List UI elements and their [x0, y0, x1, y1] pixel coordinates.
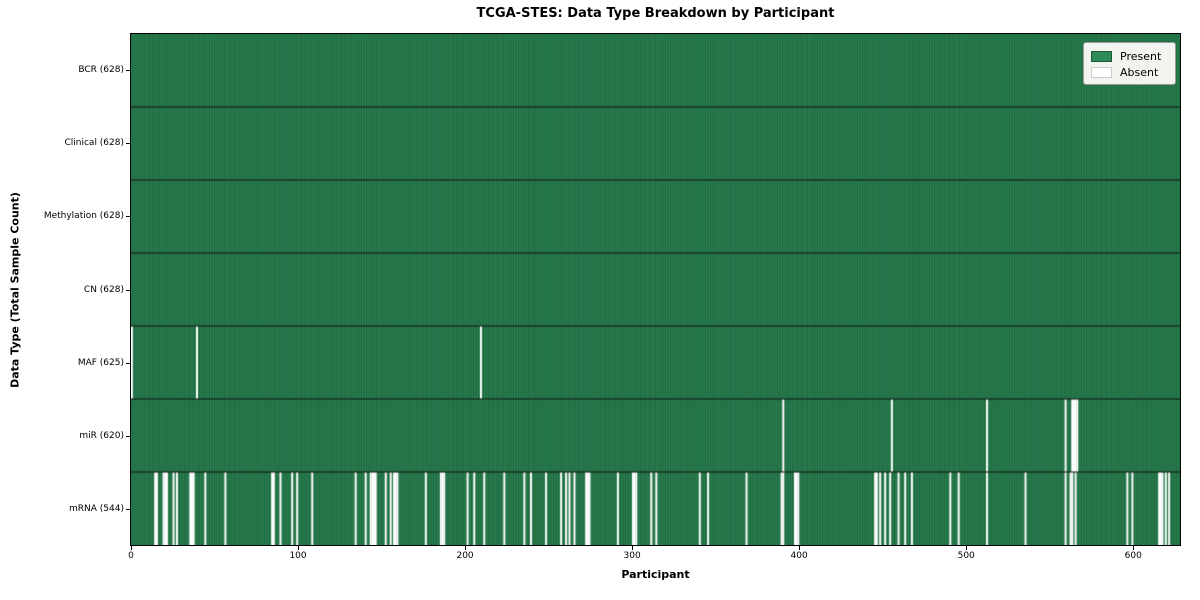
y-tick-label-Methylation: Methylation (628) — [43, 211, 124, 222]
x-tick-label-600: 600 — [1124, 551, 1142, 561]
x-tick-mark — [1133, 546, 1134, 550]
y-tick-label-CN: CN (628) — [83, 284, 124, 295]
plot-area — [130, 33, 1181, 546]
legend-label-present: Present — [1120, 49, 1162, 63]
x-tick-mark — [131, 546, 132, 550]
y-tick-mark — [126, 436, 130, 437]
y-tick-label-mRNA: mRNA (544) — [69, 504, 124, 515]
legend: Present Absent — [1083, 42, 1176, 85]
y-tick-mark — [126, 363, 130, 364]
y-tick-mark — [126, 509, 130, 510]
absent-swatch-icon — [1091, 66, 1112, 78]
y-tick-mark — [126, 290, 130, 291]
legend-label-absent: Absent — [1120, 65, 1159, 79]
y-tick-mark — [126, 70, 130, 71]
y-tick-label-BCR: BCR (628) — [78, 64, 124, 75]
legend-item-absent: Absent — [1091, 64, 1169, 80]
present-swatch-icon — [1091, 50, 1112, 62]
x-tick-mark — [966, 546, 967, 550]
y-tick-mark — [126, 216, 130, 217]
y-axis-title: Data Type (Total Sample Count) — [8, 192, 22, 388]
x-tick-mark — [298, 546, 299, 550]
y-tick-mark — [126, 143, 130, 144]
chart-title: TCGA-STES: Data Type Breakdown by Partic… — [476, 6, 835, 21]
x-axis-title: Participant — [621, 568, 690, 581]
x-tick-mark — [632, 546, 633, 550]
y-tick-label-MAF: MAF (625) — [77, 357, 124, 368]
x-tick-label-300: 300 — [623, 551, 641, 561]
x-tick-label-400: 400 — [790, 551, 808, 561]
x-tick-label-200: 200 — [456, 551, 474, 561]
x-tick-label-500: 500 — [957, 551, 975, 561]
y-tick-label-Clinical: Clinical (628) — [64, 137, 124, 148]
x-tick-label-100: 100 — [289, 551, 307, 561]
x-tick-mark — [799, 546, 800, 550]
x-tick-label-0: 0 — [128, 551, 134, 561]
presence-matrix-canvas — [131, 34, 1180, 545]
x-tick-mark — [465, 546, 466, 550]
legend-item-present: Present — [1091, 48, 1169, 64]
y-tick-label-miR: miR (620) — [79, 431, 124, 442]
